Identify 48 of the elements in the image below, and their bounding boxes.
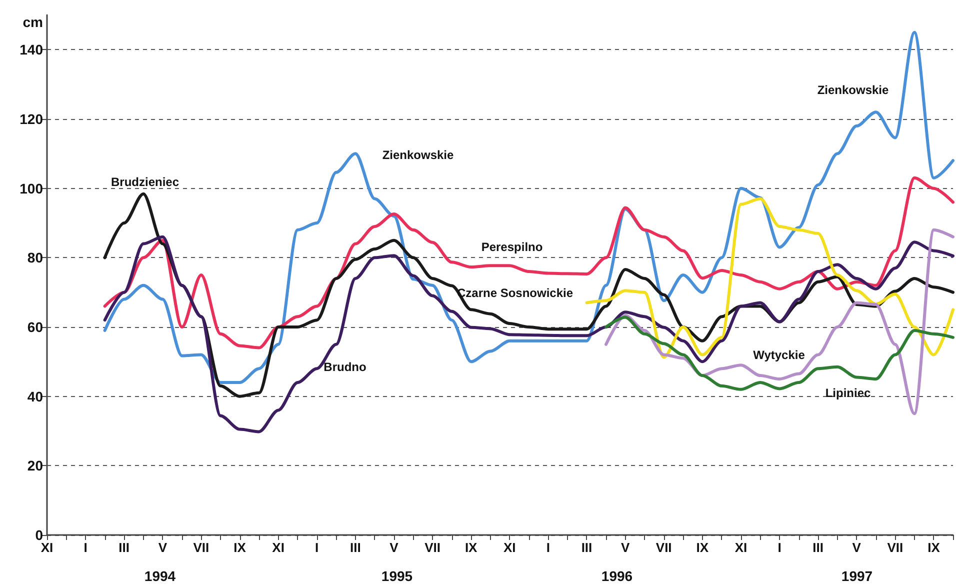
x-tick-label: IX: [464, 540, 478, 555]
x-tick-label: III: [350, 540, 361, 555]
x-tick-label: I: [315, 540, 319, 555]
x-tick-label: XI: [40, 540, 54, 555]
x-tick-label: III: [581, 540, 592, 555]
y-tick-label: 120: [20, 111, 44, 127]
line-series: [103, 30, 954, 384]
y-axis-title: cm: [22, 14, 43, 30]
x-tick-label: IX: [928, 540, 940, 555]
x-tick-label: XI: [503, 540, 516, 555]
x-tick-label: VII: [424, 540, 440, 555]
x-tick-label: VII: [193, 540, 210, 555]
x-tick-label: I: [778, 540, 782, 555]
x-tick-label: III: [118, 540, 130, 555]
x-tick-label: I: [84, 540, 88, 555]
x-tick-label: III: [812, 540, 824, 555]
y-tick-label: 40: [27, 388, 44, 404]
annotation: Perespilno: [481, 240, 543, 254]
annotation: Zienkowskie: [817, 83, 889, 97]
y-tick-label: 80: [27, 250, 44, 266]
y-tick-label: 60: [27, 319, 44, 335]
line-series: [604, 228, 954, 416]
text: 1996: [601, 568, 633, 584]
x-tick-label: IX: [696, 540, 709, 555]
x-tick-label: I: [546, 540, 550, 555]
text: 1995: [381, 568, 413, 584]
y-tick-label: 100: [20, 180, 44, 196]
annotation: Zienkowskie: [382, 148, 454, 162]
x-tick-label: V: [852, 540, 862, 555]
x-tick-label: IX: [234, 540, 246, 555]
line-series: [103, 235, 954, 434]
x-tick-label: XI: [272, 540, 284, 555]
y-tick-label: 140: [20, 42, 44, 58]
x-tick-label: V: [390, 540, 399, 555]
text: 1997: [841, 568, 873, 584]
y-tick-label: 20: [27, 458, 44, 474]
x-tick-label: V: [620, 540, 630, 555]
x-tick-label: XI: [734, 540, 748, 555]
y-tick-label: 0: [35, 527, 44, 543]
x-tick-label: VII: [887, 540, 904, 555]
annotation: Wytyckie: [753, 348, 806, 362]
text: 1994: [144, 568, 176, 584]
annotation: Brudzieniec: [110, 175, 180, 189]
x-tick-label: V: [158, 540, 168, 555]
x-tick-label: VII: [656, 540, 672, 555]
line-series: [103, 176, 954, 350]
annotation: Brudno: [324, 360, 366, 374]
annotation: Lipiniec: [825, 386, 871, 400]
